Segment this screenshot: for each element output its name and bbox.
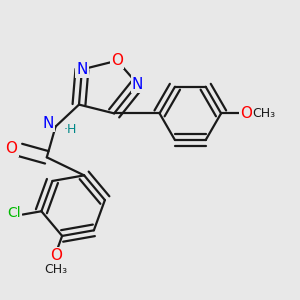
Text: O: O	[5, 141, 17, 156]
Text: N: N	[76, 62, 88, 77]
Text: CH₃: CH₃	[44, 263, 68, 277]
Text: N: N	[43, 116, 54, 131]
Text: N: N	[132, 76, 143, 92]
Text: O: O	[50, 248, 62, 263]
Text: O: O	[111, 53, 123, 68]
Text: O: O	[240, 106, 252, 121]
Text: CH₃: CH₃	[253, 107, 276, 120]
Text: Cl: Cl	[8, 206, 21, 220]
Text: ·H: ·H	[64, 123, 77, 136]
